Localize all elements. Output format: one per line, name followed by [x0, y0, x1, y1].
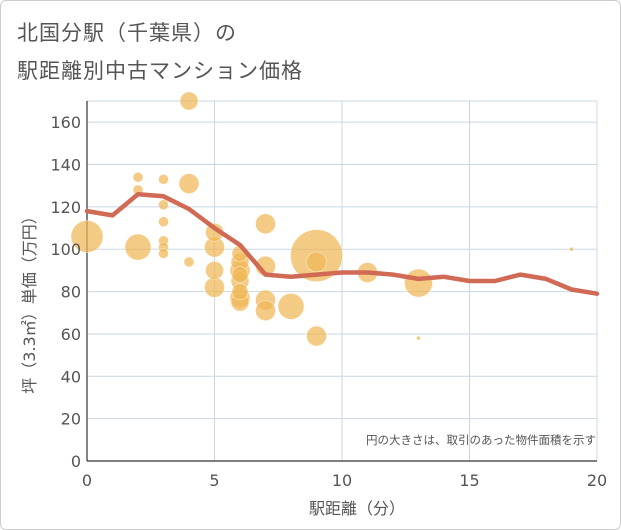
data-point	[158, 199, 169, 211]
bubble-layer	[70, 91, 574, 347]
y-tick-label: 20	[61, 410, 81, 429]
bubble-size-note: 円の大きさは、取引のあった物件面積を示す	[366, 433, 596, 447]
y-tick-label: 80	[61, 283, 81, 302]
x-tick-label: 0	[82, 471, 92, 490]
y-tick-label: 100	[50, 240, 81, 259]
data-point	[306, 325, 327, 347]
data-point	[183, 256, 195, 268]
x-tick-label: 10	[332, 471, 352, 490]
y-tick-label: 0	[71, 452, 81, 471]
y-tick-label: 60	[61, 325, 81, 344]
data-point	[158, 174, 169, 185]
data-point	[70, 220, 104, 253]
average-line-layer	[84, 191, 600, 296]
data-point	[306, 251, 327, 273]
x-tick-label: 5	[209, 471, 219, 490]
y-tick-label: 120	[50, 198, 81, 217]
data-point	[255, 300, 276, 321]
data-point	[231, 266, 249, 283]
data-point	[132, 171, 144, 183]
average-price-line	[84, 191, 600, 296]
chart-title-line1: 北国分駅（千葉県）の	[17, 21, 237, 45]
chart-title-line2: 駅距離別中古マンション価格	[17, 59, 303, 83]
x-tick-label: 15	[459, 471, 479, 490]
y-tick-label: 140	[50, 156, 81, 175]
x-tick-label: 20	[587, 471, 607, 490]
data-point	[179, 91, 199, 111]
tick-labels: 0 5 10 15 20 0 20 40 60 80 100 120 140 160	[50, 113, 607, 490]
data-point	[231, 283, 249, 300]
y-tick-label: 40	[61, 367, 81, 386]
data-point	[255, 213, 276, 235]
y-tick-label: 160	[50, 113, 81, 132]
data-point	[569, 246, 574, 252]
data-point	[277, 293, 305, 320]
data-point	[178, 173, 200, 194]
data-point	[158, 216, 169, 228]
y-axis-label: 坪（3.3㎡）単価（万円）	[20, 208, 39, 393]
grid-lines	[87, 100, 598, 461]
data-point	[158, 248, 169, 259]
axes	[86, 101, 597, 462]
data-point	[205, 261, 224, 280]
data-point	[204, 277, 225, 298]
x-axis-label: 駅距離（分）	[309, 499, 405, 518]
data-point	[404, 268, 433, 298]
data-point	[416, 335, 421, 341]
data-point	[124, 233, 152, 261]
